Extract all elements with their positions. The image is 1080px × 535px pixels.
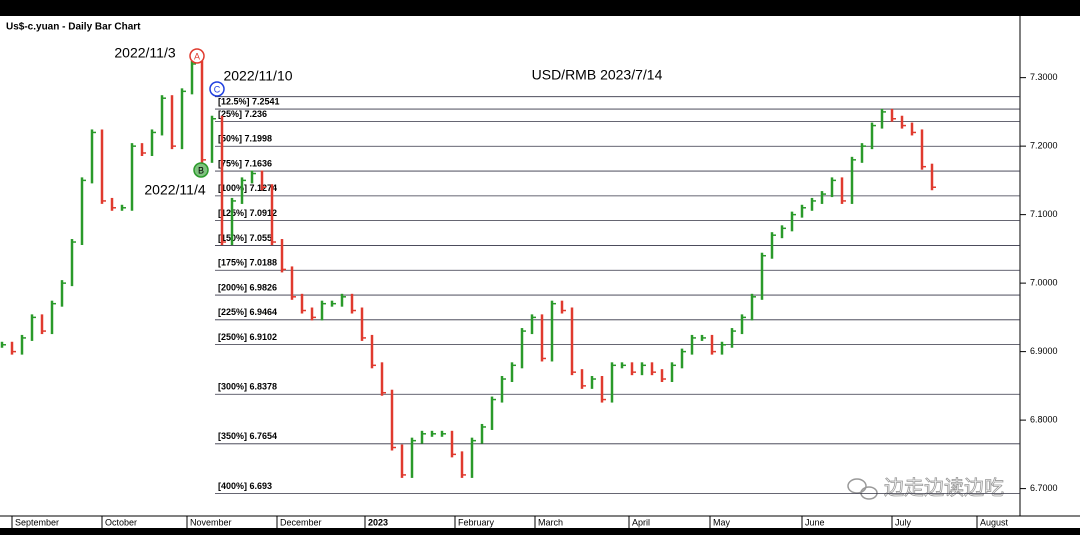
fib-level-label: [300%] 6.8378 xyxy=(218,382,277,392)
x-tick-label: 2023 xyxy=(368,517,388,527)
fib-level-label: [225%] 6.9464 xyxy=(218,307,277,317)
x-tick-label: May xyxy=(713,517,731,527)
fib-level-label: [12.5%] 7.2541 xyxy=(218,96,280,106)
watermark: 边走边读边吃 xyxy=(884,476,1004,499)
x-tick-label: April xyxy=(632,517,650,527)
annotation: 2022/11/3 xyxy=(114,45,175,61)
y-tick-label: 7.3000 xyxy=(1030,72,1058,82)
x-tick-label: September xyxy=(15,517,59,527)
fib-level-label: [150%] 7.055 xyxy=(218,233,272,243)
annotation-marker xyxy=(209,81,225,97)
x-tick-label: August xyxy=(980,517,1009,527)
x-tick-label: October xyxy=(105,517,137,527)
fib-level-label: [175%] 7.0188 xyxy=(218,258,277,268)
x-tick-label: November xyxy=(190,517,232,527)
fib-level-label: [50%] 7.1998 xyxy=(218,134,272,144)
annotation: 2022/11/4 xyxy=(144,182,205,198)
annotation: 2022/11/10 xyxy=(223,68,292,84)
chart-background xyxy=(0,16,1080,528)
annotation-marker-label: C xyxy=(214,84,221,94)
fib-level-label: [25%] 7.236 xyxy=(218,109,267,119)
y-tick-label: 7.2000 xyxy=(1030,141,1058,151)
y-tick-label: 6.7000 xyxy=(1030,483,1058,493)
fib-level-label: [250%] 6.9102 xyxy=(218,332,277,342)
annotation-marker xyxy=(193,162,209,178)
annotation-marker xyxy=(189,48,205,64)
y-tick-label: 7.0000 xyxy=(1030,277,1058,287)
x-tick-label: February xyxy=(458,517,495,527)
fib-level-label: [75%] 7.1636 xyxy=(218,158,272,168)
fib-level-label: [125%] 7.0912 xyxy=(218,208,277,218)
fib-level-label: [200%] 6.9826 xyxy=(218,282,277,292)
x-tick-label: March xyxy=(538,517,563,527)
x-tick-label: December xyxy=(280,517,322,527)
y-tick-label: 6.8000 xyxy=(1030,414,1058,424)
annotation-marker-label: B xyxy=(198,165,204,175)
y-tick-label: 7.1000 xyxy=(1030,209,1058,219)
fib-level-label: [350%] 6.7654 xyxy=(218,431,277,441)
fib-level-label: [400%] 6.693 xyxy=(218,481,272,491)
x-tick-label: July xyxy=(895,517,912,527)
annotation-marker-label: A xyxy=(194,51,200,61)
y-tick-label: 6.9000 xyxy=(1030,346,1058,356)
x-tick-label: June xyxy=(805,517,825,527)
chart-subtitle: USD/RMB 2023/7/14 xyxy=(532,67,663,83)
chart-title: Us$-c.yuan - Daily Bar Chart xyxy=(6,22,141,33)
fib-level-label: [100%] 7.1274 xyxy=(218,183,277,193)
